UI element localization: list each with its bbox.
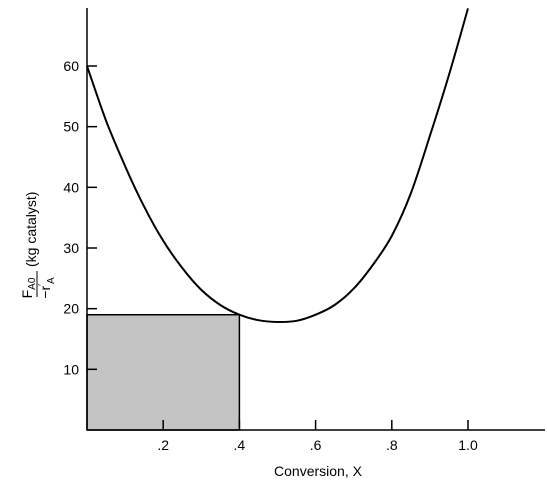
y-tick-label: 50 (63, 119, 79, 135)
y-title-numerator: F (19, 290, 35, 299)
y-tick-label: 20 (63, 301, 79, 317)
y-ticks: 10 20 30 40 50 60 (63, 58, 97, 377)
x-tick-label: .8 (386, 437, 398, 453)
y-tick-label: 10 (63, 361, 79, 377)
svg-text:FA0: FA0 (19, 277, 38, 298)
svg-text:−r′A: −r′A (37, 277, 57, 299)
y-tick-label: 60 (63, 58, 79, 74)
y-tick-label: 30 (63, 240, 79, 256)
x-ticks: .2 .4 .6 .8 1.0 (157, 420, 478, 453)
x-tick-label: .4 (234, 437, 246, 453)
y-title-denominator-sup: ′ (37, 284, 48, 286)
x-axis-title: Conversion, X (274, 463, 363, 479)
shaded-area (86, 313, 241, 431)
y-title-unit: (kg catalyst) (23, 192, 39, 267)
x-tick-label: .2 (157, 437, 169, 453)
y-axis-title: FA0 −r′A (kg catalyst) (19, 192, 57, 299)
y-tick-label: 40 (63, 179, 79, 195)
x-tick-label: .6 (310, 437, 322, 453)
x-tick-label: 1.0 (458, 437, 478, 453)
y-title-denominator-sub: A (46, 277, 57, 284)
y-title-denominator: −r (37, 286, 53, 299)
y-title-numerator-sub: A0 (27, 277, 38, 290)
curve-line (86, 8, 469, 324)
